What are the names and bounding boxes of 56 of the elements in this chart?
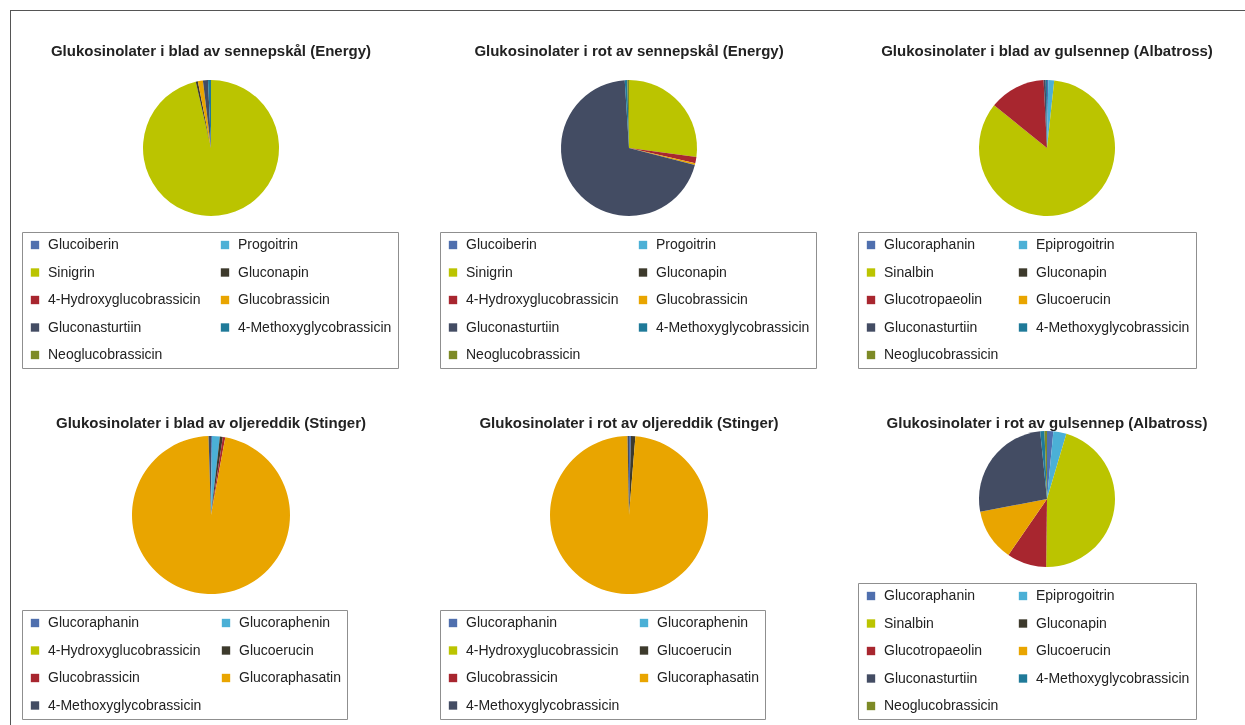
chart-title: Glukosinolater i rot av gulsennep (Albatross) xyxy=(886,414,1208,431)
legend-label: 4-Hydroxyglucobrassicin xyxy=(48,291,201,307)
legend-label: Sinalbin xyxy=(884,263,934,280)
chart-title: Glukosinolater i blad av gulsennep (Albatross) xyxy=(881,42,1213,59)
legend-label: Glucoraphanin xyxy=(884,236,976,252)
legend-label: 4-Hydroxyglucobrassicin xyxy=(466,291,619,307)
legend-label: Gluconapin xyxy=(238,263,309,280)
chart-title: Glukosinolater i blad av sennepskål (Energy) xyxy=(50,42,372,59)
legend-label: Glucobrassicin xyxy=(238,291,330,307)
legend-label: Glucobrassicin xyxy=(656,291,748,307)
chart-title: Glukosinolater i rot av sennepskål (Energy) xyxy=(474,42,784,59)
legend-label: Glucotropaeolin xyxy=(884,642,983,658)
legend-label: 4-Hydroxyglucobrassicin xyxy=(466,641,619,658)
legend-label: Neoglucobrassicin xyxy=(884,346,999,362)
legend-label: Neoglucobrassicin xyxy=(48,346,163,362)
legend-label: Glucoerucin xyxy=(1036,642,1111,658)
legend-label: Epiprogoitrin xyxy=(1036,587,1115,603)
legend-label: Glucobrassicin xyxy=(48,669,140,685)
legend-label: Glucoraphasatin xyxy=(657,669,759,685)
legend-label: Glucoraphanin xyxy=(466,614,558,630)
legend-label: Glucobrassicin xyxy=(466,669,558,685)
legend-label: Glucoiberin xyxy=(48,236,119,252)
legend-label: 4-Hydroxyglucobrassicin xyxy=(48,641,201,658)
legend-label: Epiprogoitrin xyxy=(1036,236,1115,252)
legend-label: Glucotropaeolin xyxy=(884,291,983,307)
legend-label: Glucoraphenin xyxy=(657,614,749,630)
legend-label: 4-Methoxyglycobrassicin xyxy=(466,696,620,713)
legend-label: Gluconasturtiin xyxy=(884,669,978,686)
chart-title: Glukosinolater i rot av oljereddik (Stinger) xyxy=(479,414,779,431)
legend-label: Glucoerucin xyxy=(1036,291,1111,307)
legend-label: Glucoraphasatin xyxy=(239,669,341,685)
legend-label: Gluconasturtiin xyxy=(466,318,560,335)
legend-label: Glucoiberin xyxy=(466,236,537,252)
legend-label: Gluconapin xyxy=(656,263,727,280)
legend-label: Gluconasturtiin xyxy=(884,318,978,335)
legend-label: Progoitrin xyxy=(238,236,298,252)
legend-label: Glucoerucin xyxy=(657,641,732,658)
legend-label: Glucoraphenin xyxy=(239,614,331,630)
legend-label: Glucoerucin xyxy=(239,641,314,658)
legend-label: 4-Methoxyglycobrassicin xyxy=(1036,318,1190,335)
legend-label: Sinigrin xyxy=(466,263,513,280)
legend-label: 4-Methoxyglycobrassicin xyxy=(1036,669,1190,686)
legend-label: Sinigrin xyxy=(48,263,95,280)
legend-label: Neoglucobrassicin xyxy=(466,346,581,362)
legend-label: Gluconapin xyxy=(1036,263,1107,280)
legend-label: Glucoraphanin xyxy=(48,614,140,630)
legend-label: 4-Methoxyglycobrassicin xyxy=(238,318,392,335)
legend-label: Progoitrin xyxy=(656,236,716,252)
chart-title: Glukosinolater i blad av oljereddik (Stinger) xyxy=(55,414,367,431)
legend-label: 4-Methoxyglycobrassicin xyxy=(656,318,810,335)
legend-label: Glucoraphanin xyxy=(884,587,976,603)
legend-label: Neoglucobrassicin xyxy=(884,697,999,713)
legend-label: 4-Methoxyglycobrassicin xyxy=(48,696,202,713)
legend-label: Sinalbin xyxy=(884,614,934,631)
legend-label: Gluconapin xyxy=(1036,614,1107,631)
legend-label: Gluconasturtiin xyxy=(48,318,142,335)
